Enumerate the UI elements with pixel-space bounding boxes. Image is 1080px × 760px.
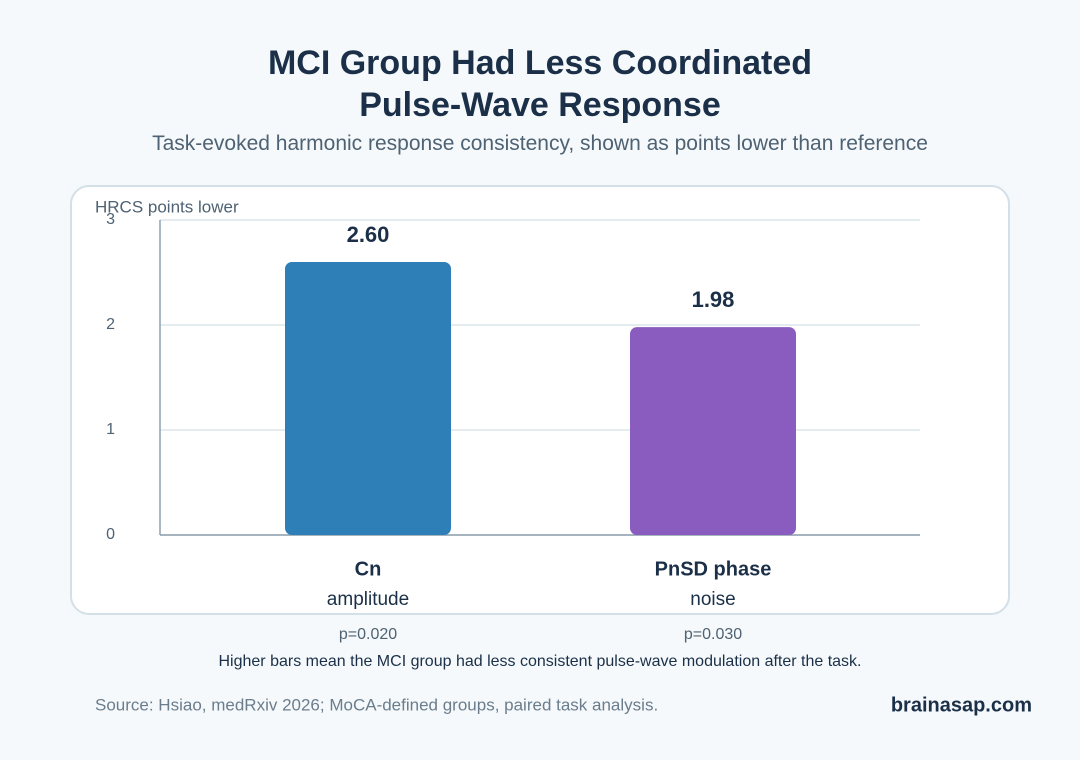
source: Source: Hsiao, medRxiv 2026; MoCA-define… <box>95 695 658 714</box>
chart-subtitle: Task-evoked harmonic response consistenc… <box>152 132 928 155</box>
x-tick-label: PnSD phase <box>655 558 772 580</box>
y-tick-label: 2 <box>106 316 115 333</box>
y-tick-label: 3 <box>106 211 115 228</box>
value-label: 1.98 <box>692 287 735 312</box>
brand: brainasap.com <box>891 694 1032 716</box>
chart-title: MCI Group Had Less Coordinated Pulse-Wav… <box>267 44 813 124</box>
bar <box>630 327 796 535</box>
p-value: p=0.030 <box>684 626 742 643</box>
y-tick-label: 0 <box>106 526 115 543</box>
p-value: p=0.020 <box>339 626 397 643</box>
bar <box>285 262 451 535</box>
x-tick-detail: noise <box>690 589 735 610</box>
x-tick-label: Cn <box>355 558 382 580</box>
note: Higher bars mean the MCI group had less … <box>219 653 862 670</box>
plot-card <box>70 185 1010 615</box>
y-axis-label: HRCS points lower <box>95 197 239 216</box>
x-tick-detail: amplitude <box>327 589 409 610</box>
y-tick-label: 1 <box>106 421 115 438</box>
value-label: 2.60 <box>347 222 390 247</box>
